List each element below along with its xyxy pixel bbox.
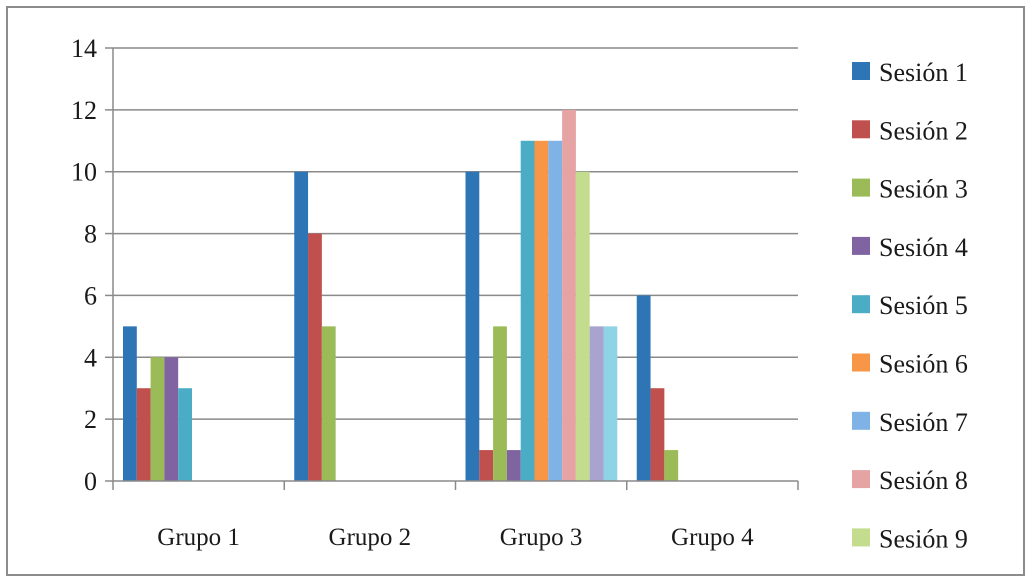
y-tick-label: 12 [71, 96, 97, 125]
bar [548, 140, 563, 482]
legend-swatch [852, 295, 870, 314]
x-category-label: Grupo 1 [157, 524, 240, 551]
legend-swatch [852, 236, 870, 255]
bar [294, 171, 309, 481]
bar [136, 388, 151, 481]
bar [589, 326, 604, 481]
y-tick-label: 14 [71, 34, 97, 63]
x-category-label: Grupo 2 [329, 524, 412, 551]
legend-swatch [852, 528, 870, 547]
legend-label: Sesión 7 [879, 408, 968, 437]
legend-swatch [852, 178, 870, 197]
legend-label: Sesión 3 [879, 175, 968, 204]
bar [321, 326, 336, 481]
bar [150, 357, 165, 481]
legend-swatch [852, 411, 870, 430]
legend-label: Sesión 5 [879, 291, 968, 320]
y-tick-label: 8 [84, 220, 97, 249]
legend-swatch [852, 62, 870, 80]
legend-label: Sesión 2 [879, 116, 968, 145]
y-tick-label: 4 [84, 343, 97, 372]
bar [664, 450, 679, 481]
x-category-label: Grupo 4 [671, 524, 754, 551]
bar [493, 326, 507, 481]
bar [636, 295, 651, 481]
legend-swatch [852, 470, 870, 489]
gridlines [113, 47, 798, 420]
y-tick-label: 10 [71, 158, 97, 187]
bar [603, 326, 618, 481]
y-tick-label: 2 [84, 405, 97, 434]
bars [123, 109, 679, 482]
axes: 0 2 4 6 8 10 12 14 Grupo 1 Grupo 2 Grupo 3 Grupo 4 [71, 34, 799, 551]
bar [308, 233, 322, 481]
bar [164, 357, 179, 481]
legend-label: Sesión 1 [879, 58, 968, 87]
legend-label: Sesión 6 [879, 350, 968, 379]
bar [123, 326, 137, 481]
legend-label: Sesión 9 [879, 524, 968, 553]
x-category-label: Grupo 3 [500, 524, 583, 551]
legend-label: Sesión 8 [879, 466, 968, 495]
legend-label: Sesión 4 [879, 233, 968, 262]
bar [465, 171, 480, 481]
legend-swatch [852, 120, 870, 139]
bar [506, 450, 521, 481]
legend-swatch [852, 353, 870, 372]
bar [534, 140, 549, 482]
bar [479, 450, 494, 481]
bar [575, 171, 590, 481]
bar [520, 140, 535, 482]
y-tick-label: 0 [84, 467, 97, 496]
bar [562, 109, 576, 481]
bar [650, 388, 665, 481]
y-tick-label: 6 [84, 281, 97, 310]
bar [178, 388, 192, 481]
legend: Sesión 1 Sesión 2 Sesión 3 Sesión 4 Sesión 5… [852, 58, 968, 553]
